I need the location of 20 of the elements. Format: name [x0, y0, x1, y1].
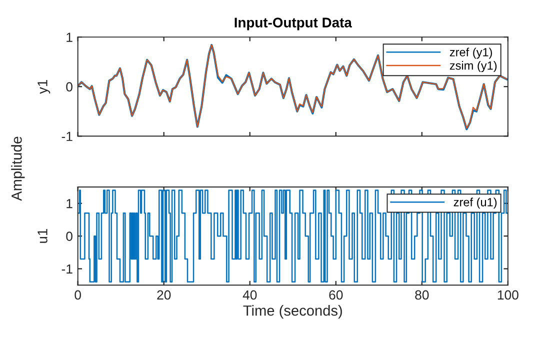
y-axis-title: u1	[38, 229, 48, 243]
y-tick-label: -1	[62, 264, 72, 274]
x-tick-label: 100	[498, 290, 518, 300]
legend-label: zref (y1)	[450, 48, 492, 59]
y-tick-label: 0	[66, 232, 72, 241]
y-axis-title: y1	[38, 80, 50, 94]
y-tick-label: 1	[66, 199, 72, 208]
x-tick-label: 20	[157, 290, 171, 300]
x-tick-label: 80	[415, 290, 429, 300]
y-tick-label: -1	[62, 132, 72, 141]
chart-title: Input-Output Data	[234, 18, 352, 30]
x-axis-title: Time (seconds)	[243, 305, 342, 319]
text: Amplitude	[11, 136, 25, 201]
legend-label: zsim (y1)	[450, 61, 497, 72]
x-tick-label: 0	[74, 290, 81, 300]
x-tick-label: 60	[329, 290, 343, 300]
legend-label: zref (u1)	[454, 198, 497, 209]
x-tick-label: 40	[242, 290, 257, 300]
y-tick-label: 0	[66, 82, 72, 92]
y-tick-label: 1	[66, 32, 72, 42]
